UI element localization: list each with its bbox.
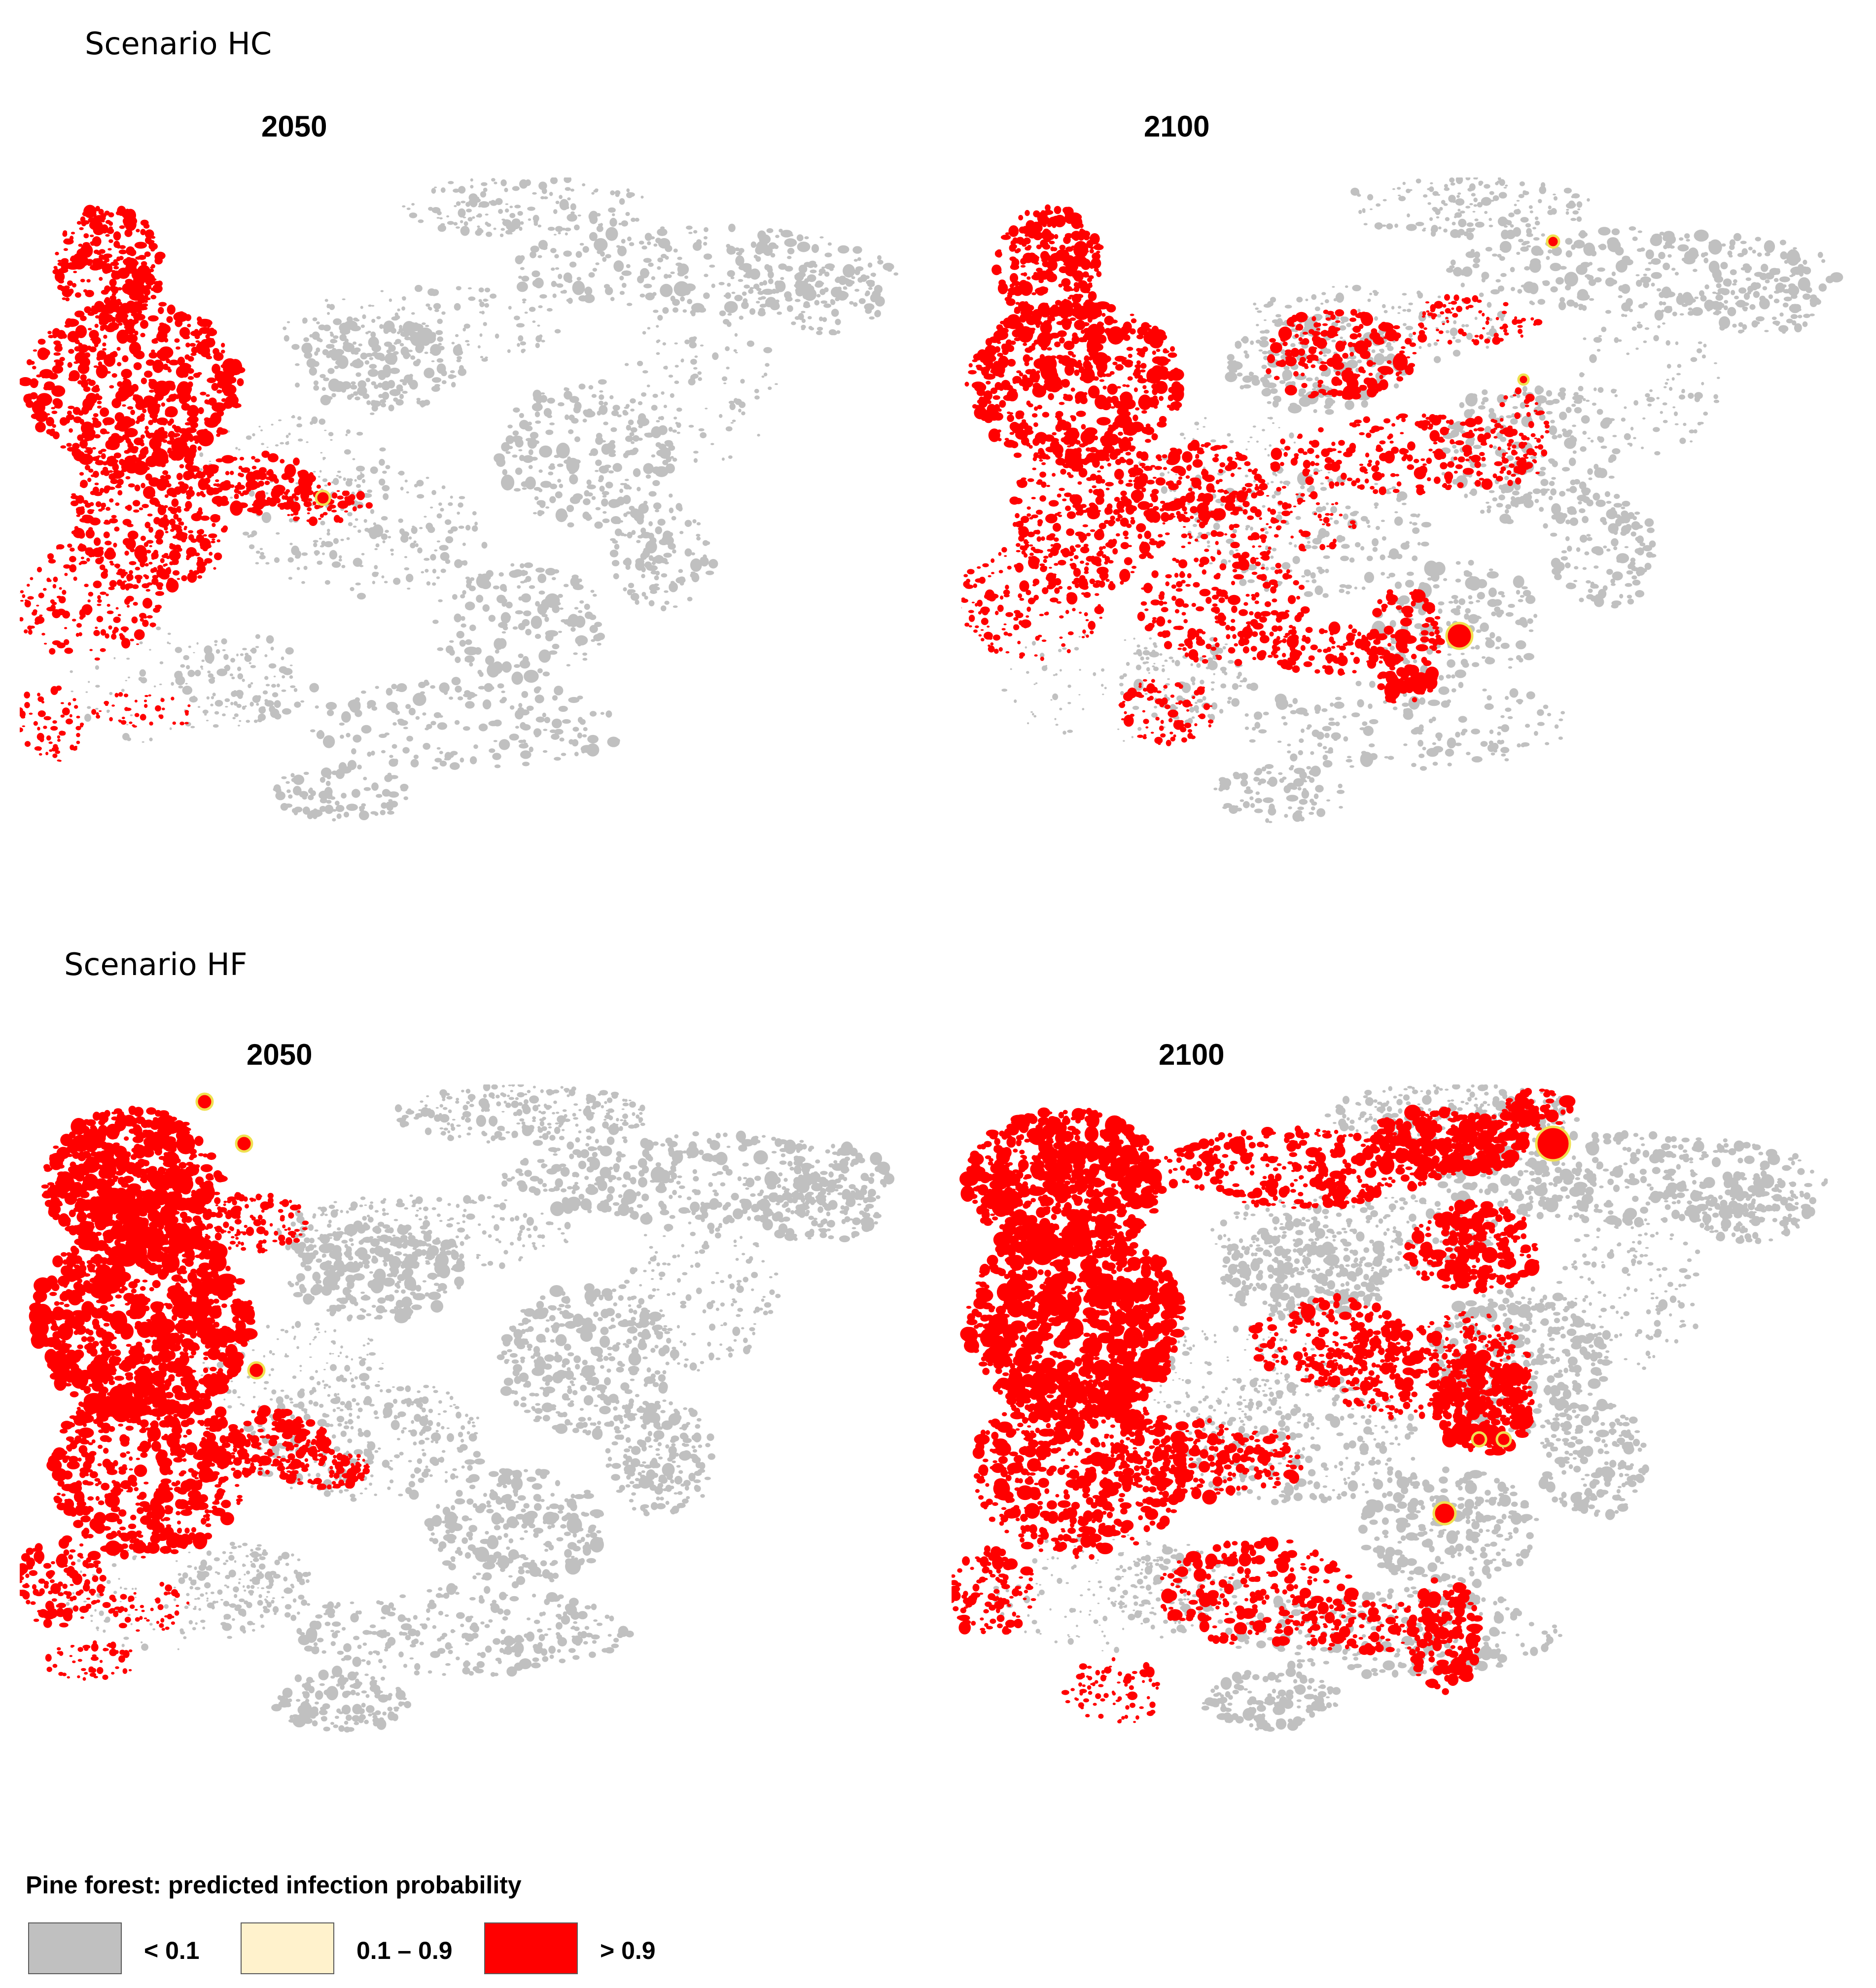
hc-2100-title: 2100: [1144, 109, 1209, 143]
hc-2050-title: 2050: [261, 109, 327, 143]
scenario-hc-title: Scenario HC: [85, 26, 272, 62]
legend-swatch-high: [484, 1922, 578, 1974]
map-hc-2100: [961, 177, 1876, 877]
map-hf-2050: [20, 1084, 937, 1824]
legend-title: Pine forest: predicted infection probabi…: [26, 1871, 522, 1899]
map-hc-2050: [20, 177, 937, 877]
map-svg: [20, 1084, 895, 1733]
legend-label-mid: 0.1 – 0.9: [356, 1936, 453, 1965]
legend-label-high: > 0.9: [600, 1936, 656, 1965]
hf-2100-title: 2100: [1159, 1038, 1224, 1072]
legend-swatch-low: [28, 1922, 122, 1974]
map-svg: [952, 1084, 1828, 1732]
legend-swatch-mid: [241, 1922, 334, 1974]
map-svg: [961, 177, 1843, 823]
map-svg: [20, 177, 899, 822]
scenario-hf-title: Scenario HF: [64, 946, 248, 982]
map-hf-2100: [952, 1084, 1869, 1824]
legend: Pine forest: predicted infection probabi…: [26, 1871, 765, 1984]
legend-label-low: < 0.1: [144, 1936, 200, 1965]
hf-2050-title: 2050: [247, 1038, 312, 1072]
